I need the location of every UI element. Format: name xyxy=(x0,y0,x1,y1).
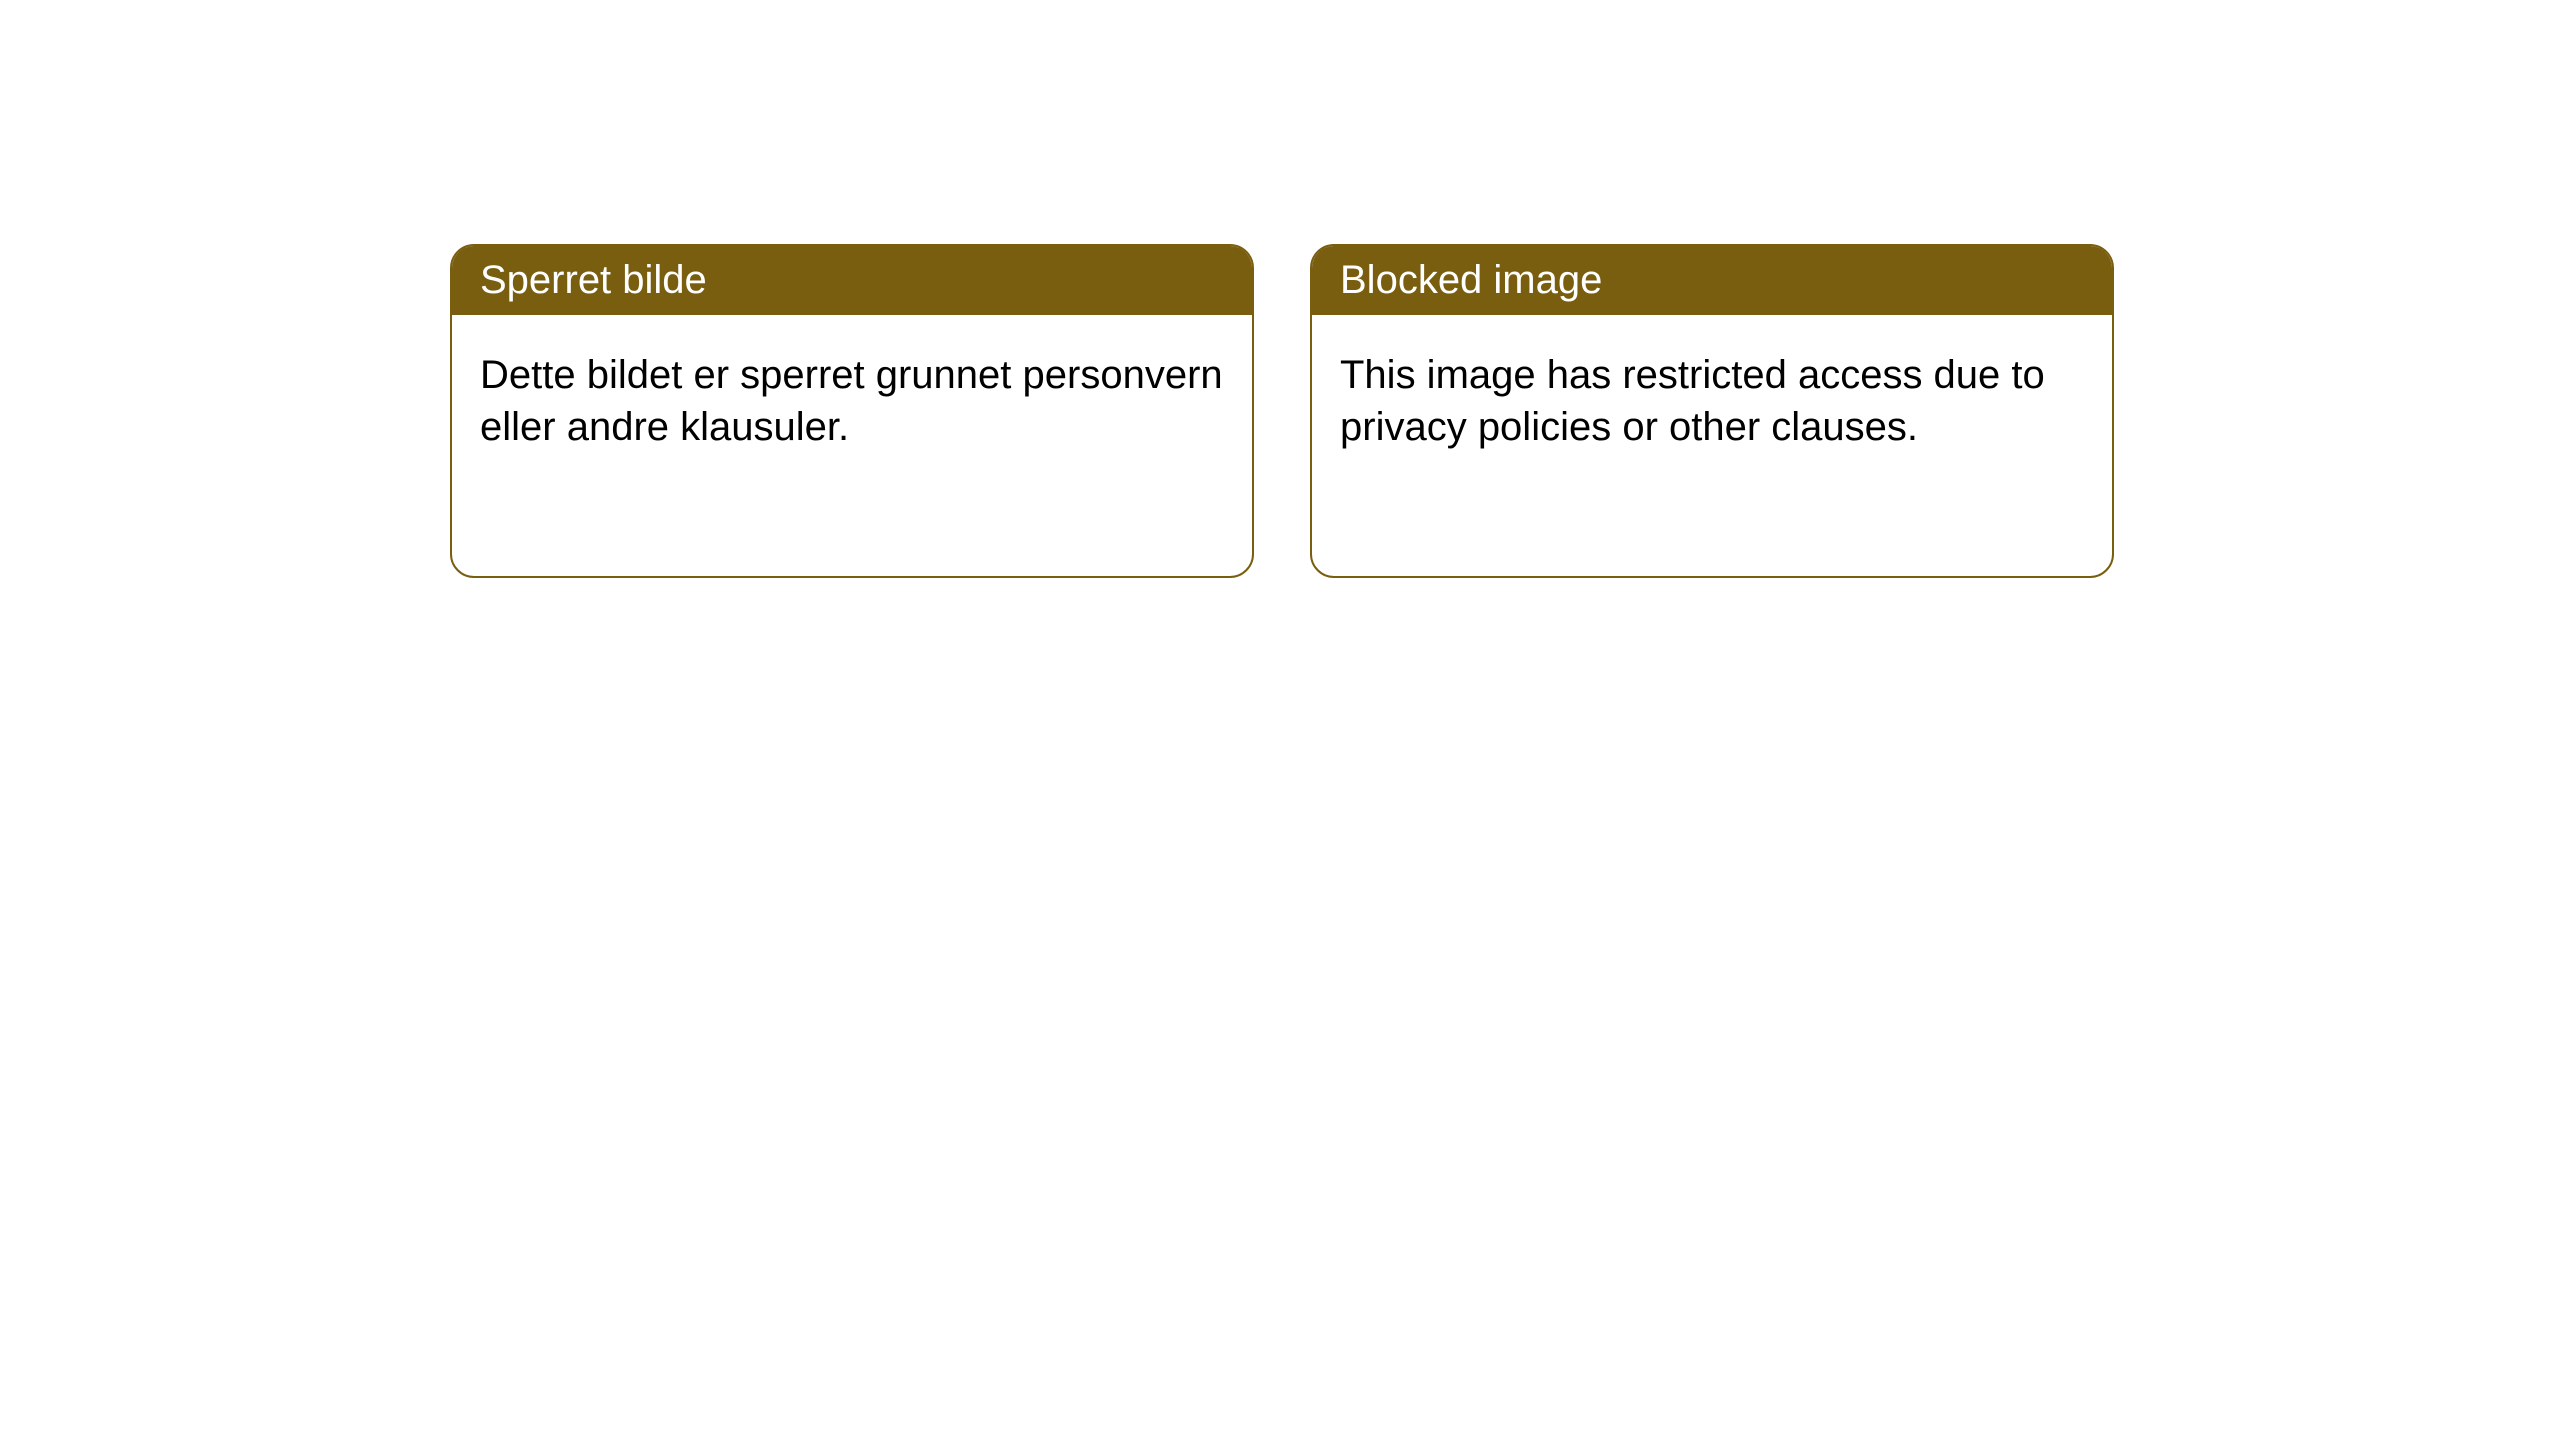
card-title: Blocked image xyxy=(1340,258,1602,302)
card-body: This image has restricted access due to … xyxy=(1312,315,2112,487)
notice-card-english: Blocked image This image has restricted … xyxy=(1310,244,2114,578)
card-body-text: This image has restricted access due to … xyxy=(1340,353,2045,449)
card-body-text: Dette bildet er sperret grunnet personve… xyxy=(480,353,1223,449)
notice-card-norwegian: Sperret bilde Dette bildet er sperret gr… xyxy=(450,244,1254,578)
notice-cards-container: Sperret bilde Dette bildet er sperret gr… xyxy=(450,244,2114,578)
card-header: Sperret bilde xyxy=(452,246,1252,315)
card-header: Blocked image xyxy=(1312,246,2112,315)
card-body: Dette bildet er sperret grunnet personve… xyxy=(452,315,1252,487)
card-title: Sperret bilde xyxy=(480,258,707,302)
